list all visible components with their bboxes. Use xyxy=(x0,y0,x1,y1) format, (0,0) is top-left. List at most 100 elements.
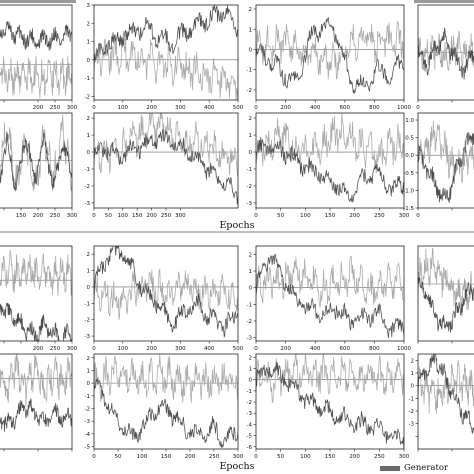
y-tick-label: -1.5 xyxy=(403,206,414,212)
y-tick-label: 1 xyxy=(249,27,253,33)
panel-4: 0 xyxy=(416,4,474,111)
y-tick-label: -2 xyxy=(85,94,90,100)
y-tick-label: -4 xyxy=(247,422,253,428)
panel-frame xyxy=(255,4,405,101)
y-tick-label: 0 xyxy=(87,285,91,291)
x-tick-label: 300 xyxy=(67,213,78,219)
series-generator xyxy=(418,354,474,434)
series-discriminator xyxy=(418,359,474,414)
series-discriminator xyxy=(0,114,72,192)
x-tick-label: 200 xyxy=(33,213,44,219)
x-tick-label: 200 xyxy=(280,346,291,352)
y-tick-label: 1 xyxy=(249,269,253,275)
series-generator xyxy=(94,5,238,68)
y-tick-label: -3 xyxy=(85,334,91,340)
x-tick-label: 1000 xyxy=(397,346,411,352)
y-tick-label: 0.5 xyxy=(405,136,414,142)
x-tick-label: 600 xyxy=(340,346,351,352)
legend-swatch-generator xyxy=(380,465,400,471)
x-tick-label: 0 xyxy=(254,346,258,352)
y-tick-label: 0 xyxy=(87,381,91,387)
y-tick-label: 2 xyxy=(249,252,253,258)
x-tick-label: 250 xyxy=(50,346,61,352)
panel-6: 0 50 100 150 200 250 300 -3 -2 -1 0 1 2 xyxy=(85,112,239,219)
y-tick-label: -3 xyxy=(85,201,91,207)
series-discriminator xyxy=(94,354,238,404)
x-tick-label: 600 xyxy=(340,105,351,111)
x-tick-label: 1000 xyxy=(397,105,411,111)
series-generator xyxy=(256,137,404,203)
y-tick-label: 0 xyxy=(87,150,91,156)
y-tick-label: 0.0 xyxy=(405,153,414,159)
x-tick-label: 50 xyxy=(277,213,284,219)
x-tick-label: 150 xyxy=(325,213,336,219)
x-tick-label: 0 xyxy=(416,213,420,219)
x-tick-label: 150 xyxy=(16,213,27,219)
series-discriminator xyxy=(0,354,72,407)
x-tick-label: 300 xyxy=(399,213,410,219)
y-tick-label: 2 xyxy=(411,358,415,364)
panel-12 xyxy=(417,245,474,344)
series-generator xyxy=(418,132,474,203)
x-tick-label: 250 xyxy=(50,105,61,111)
x-tick-label: 300 xyxy=(175,346,186,352)
series-discriminator xyxy=(418,247,474,317)
x-tick-label: 100 xyxy=(300,454,311,460)
x-axis-caption-top: Epochs xyxy=(219,220,255,231)
y-tick-label: -2 xyxy=(247,88,252,94)
x-tick-label: 200 xyxy=(33,346,44,352)
y-tick-label: -1 xyxy=(247,167,252,173)
panel-frame xyxy=(93,4,239,101)
y-tick-label: 2 xyxy=(87,356,91,362)
y-tick-label: 0 xyxy=(249,47,253,53)
y-tick-label: -1.0 xyxy=(403,188,414,194)
series-discriminator xyxy=(418,120,474,184)
x-tick-label: 0 xyxy=(92,454,96,460)
y-tick-label: -1 xyxy=(85,301,90,307)
x-tick-label: 100 xyxy=(118,213,129,219)
panel-5: 150 200 250 300 xyxy=(0,112,78,219)
panel-frame xyxy=(417,245,474,342)
x-tick-label: 200 xyxy=(146,105,157,111)
y-tick-label: -4 xyxy=(85,432,91,438)
y-tick-label: 0 xyxy=(249,150,253,156)
x-tick-label: 800 xyxy=(369,105,380,111)
x-tick-label: 250 xyxy=(50,213,61,219)
x-tick-label: 400 xyxy=(310,346,321,352)
x-tick-label: 200 xyxy=(349,213,360,219)
y-tick-label: 2 xyxy=(87,21,91,27)
y-tick-label: 0 xyxy=(411,384,415,390)
y-tick-label: -1 xyxy=(85,167,90,173)
series-generator xyxy=(418,27,474,80)
x-tick-label: 100 xyxy=(137,454,148,460)
x-tick-label: 500 xyxy=(233,105,244,111)
x-tick-label: 50 xyxy=(277,454,284,460)
y-tick-label: -0.5 xyxy=(403,171,414,177)
x-tick-label: 250 xyxy=(209,454,220,460)
x-tick-label: 300 xyxy=(233,454,244,460)
legend: Generator xyxy=(380,463,448,473)
y-tick-label: 0 xyxy=(249,378,253,384)
y-tick-label: 2 xyxy=(249,355,253,361)
series-discriminator xyxy=(256,255,404,308)
x-tick-label: 0 xyxy=(254,105,258,111)
y-tick-label: -1 xyxy=(247,68,252,74)
panel-frame xyxy=(417,112,474,209)
series-generator xyxy=(94,128,238,205)
panel-frame xyxy=(0,4,73,101)
y-tick-label: 1 xyxy=(87,40,91,46)
x-tick-label: 300 xyxy=(175,105,186,111)
y-tick-label: 2 xyxy=(87,252,91,258)
y-tick-label: 1 xyxy=(87,269,91,275)
x-tick-label: 200 xyxy=(280,105,291,111)
panel-11: 0 200 400 600 800 1000 -3 -2 -1 0 1 2 xyxy=(247,245,411,352)
panel-1: 200 250 300 xyxy=(0,4,78,111)
y-tick-label: -5 xyxy=(85,444,91,450)
x-tick-label: 300 xyxy=(175,213,186,219)
panel-14: 0 50 100 150 200 250 300 -5 -4 -3 -2 -1 0 1 2 xyxy=(85,353,244,460)
y-tick-label: -1 xyxy=(409,396,414,402)
series-generator xyxy=(0,398,72,432)
series-generator xyxy=(256,253,404,339)
y-tick-label: 2 xyxy=(87,116,91,122)
